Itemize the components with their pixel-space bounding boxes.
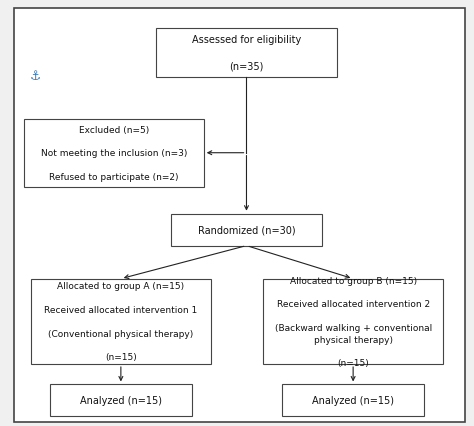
Text: Excluded (n=5)

Not meeting the inclusion (n=3)

Refused to participate (n=2): Excluded (n=5) Not meeting the inclusion… [41,125,187,181]
Text: ⚓: ⚓ [30,70,41,83]
Text: Allocated to group B (n=15)

Received allocated intervention 2

(Backward walkin: Allocated to group B (n=15) Received all… [274,276,432,367]
Text: Assessed for eligibility

(n=35): Assessed for eligibility (n=35) [192,35,301,72]
Bar [171,214,322,246]
Bar [31,279,211,364]
Text: Analyzed (n=15): Analyzed (n=15) [80,395,162,406]
Bar [156,29,337,78]
Bar [24,119,204,187]
Bar [50,384,192,417]
Text: Analyzed (n=15): Analyzed (n=15) [312,395,394,406]
Text: Allocated to group A (n=15)

Received allocated intervention 1

(Conventional ph: Allocated to group A (n=15) Received all… [44,282,198,361]
Bar [282,384,424,417]
Bar [263,279,443,364]
Text: Randomized (n=30): Randomized (n=30) [198,225,295,235]
